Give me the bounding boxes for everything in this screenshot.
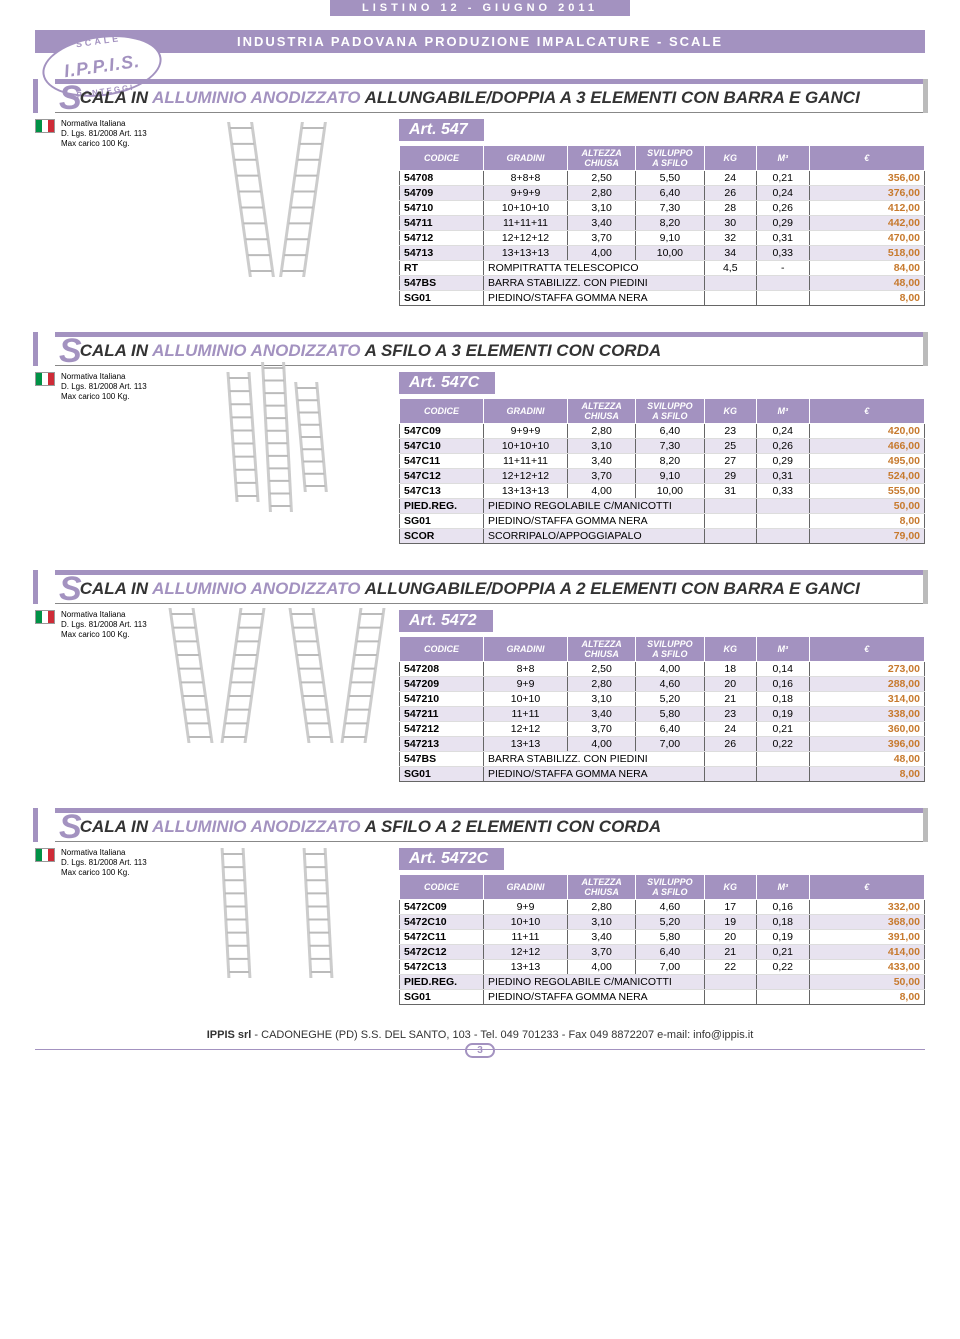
price-table: CODICEGRADINIALTEZZACHIUSASVILUPPOA SFIL…	[399, 874, 925, 1005]
norm-block: Normativa ItalianaD. Lgs. 81/2008 Art. 1…	[35, 119, 155, 149]
footer-address: - CADONEGHE (PD) S.S. DEL SANTO, 103 - T…	[251, 1029, 657, 1041]
table-row: PIED.REG.PIEDINO REGOLABILE C/MANICOTTI5…	[400, 499, 925, 514]
price-table: CODICEGRADINIALTEZZACHIUSASVILUPPOA SFIL…	[399, 636, 925, 782]
section: SCALA IN ALLUMINIO ANODIZZATO ALLUNGABIL…	[35, 570, 925, 782]
logo-brand: I.P.P.I.S.	[63, 50, 142, 81]
section-title: SCALA IN ALLUMINIO ANODIZZATO A SFILO A …	[55, 332, 925, 366]
section: SCALA IN ALLUMINIO ANODIZZATO A SFILO A …	[35, 808, 925, 1005]
product-image	[167, 119, 387, 279]
price-table: CODICEGRADINIALTEZZACHIUSASVILUPPOA SFIL…	[399, 398, 925, 544]
footer: IPPIS srl - CADONEGHE (PD) S.S. DEL SANT…	[35, 1029, 925, 1061]
sub-banner: INDUSTRIA PADOVANA PRODUZIONE IMPALCATUR…	[35, 30, 925, 53]
table-row: 5472C099+92,804,60170,16332,00	[400, 900, 925, 915]
product-image	[167, 610, 387, 740]
table-row: 5471313+13+134,0010,00340,33518,00	[400, 246, 925, 261]
article-tag: Art. 5472C	[399, 848, 504, 870]
norm-block: Normativa ItalianaD. Lgs. 81/2008 Art. 1…	[35, 848, 155, 878]
table-row: SG01PIEDINO/STAFFA GOMMA NERA8,00	[400, 514, 925, 529]
flag-icon	[35, 610, 55, 624]
footer-email: e-mail: info@ippis.it	[657, 1029, 753, 1041]
section-title: SCALA IN ALLUMINIO ANODIZZATO A SFILO A …	[55, 808, 925, 842]
price-table: CODICEGRADINIALTEZZACHIUSASVILUPPOA SFIL…	[399, 145, 925, 306]
table-row: 547C1212+12+123,709,10290,31524,00	[400, 469, 925, 484]
table-row: PIED.REG.PIEDINO REGOLABILE C/MANICOTTI5…	[400, 975, 925, 990]
table-row: 547099+9+92,806,40260,24376,00	[400, 186, 925, 201]
article-tag: Art. 5472	[399, 610, 493, 632]
table-row: 5472088+82,504,00180,14273,00	[400, 662, 925, 677]
table-row: 547BSBARRA STABILIZZ. CON PIEDINI48,00	[400, 752, 925, 767]
table-row: SG01PIEDINO/STAFFA GOMMA NERA8,00	[400, 990, 925, 1005]
table-row: 5471212+12+123,709,10320,31470,00	[400, 231, 925, 246]
table-row: 547088+8+82,505,50240,21356,00	[400, 171, 925, 186]
table-row: SG01PIEDINO/STAFFA GOMMA NERA8,00	[400, 767, 925, 782]
table-row: 54721313+134,007,00260,22396,00	[400, 737, 925, 752]
footer-company: IPPIS srl	[207, 1029, 252, 1041]
section: SCALA IN ALLUMINIO ANODIZZATO ALLUNGABIL…	[35, 79, 925, 306]
table-row: 5471010+10+103,107,30280,26412,00	[400, 201, 925, 216]
table-row: 547C1313+13+134,0010,00310,33555,00	[400, 484, 925, 499]
section-title: SCALA IN ALLUMINIO ANODIZZATO ALLUNGABIL…	[55, 570, 925, 604]
top-banner: LISTINO 12 - GIUGNO 2011	[330, 0, 630, 16]
table-row: 5472C1010+103,105,20190,18368,00	[400, 915, 925, 930]
table-row: 54721010+103,105,20210,18314,00	[400, 692, 925, 707]
table-row: 547C1010+10+103,107,30250,26466,00	[400, 439, 925, 454]
table-row: 547C099+9+92,806,40230,24420,00	[400, 424, 925, 439]
table-row: 5472C1212+123,706,40210,21414,00	[400, 945, 925, 960]
table-row: 54721212+123,706,40240,21360,00	[400, 722, 925, 737]
table-row: SCORSCORRIPALO/APPOGGIAPALO79,00	[400, 529, 925, 544]
flag-icon	[35, 372, 55, 386]
section: SCALA IN ALLUMINIO ANODIZZATO A SFILO A …	[35, 332, 925, 544]
article-tag: Art. 547C	[399, 372, 495, 394]
table-row: 54721111+113,405,80230,19338,00	[400, 707, 925, 722]
table-row: 5472C1313+134,007,00220,22433,00	[400, 960, 925, 975]
flag-icon	[35, 848, 55, 862]
norm-block: Normativa ItalianaD. Lgs. 81/2008 Art. 1…	[35, 610, 155, 640]
table-row: 547BSBARRA STABILIZZ. CON PIEDINI48,00	[400, 276, 925, 291]
table-row: SG01PIEDINO/STAFFA GOMMA NERA8,00	[400, 291, 925, 306]
flag-icon	[35, 119, 55, 133]
norm-block: Normativa ItalianaD. Lgs. 81/2008 Art. 1…	[35, 372, 155, 402]
product-image	[167, 848, 387, 978]
product-image	[167, 372, 387, 502]
article-tag: Art. 547	[399, 119, 484, 141]
table-row: 547C1111+11+113,408,20270,29495,00	[400, 454, 925, 469]
table-row: 5471111+11+113,408,20300,29442,00	[400, 216, 925, 231]
table-row: RTROMPITRATTA TELESCOPICO4,5-84,00	[400, 261, 925, 276]
section-title: SCALA IN ALLUMINIO ANODIZZATO ALLUNGABIL…	[55, 79, 925, 113]
table-row: 5472099+92,804,60200,16288,00	[400, 677, 925, 692]
page-number: 3	[465, 1043, 495, 1058]
table-row: 5472C1111+113,405,80200,19391,00	[400, 930, 925, 945]
